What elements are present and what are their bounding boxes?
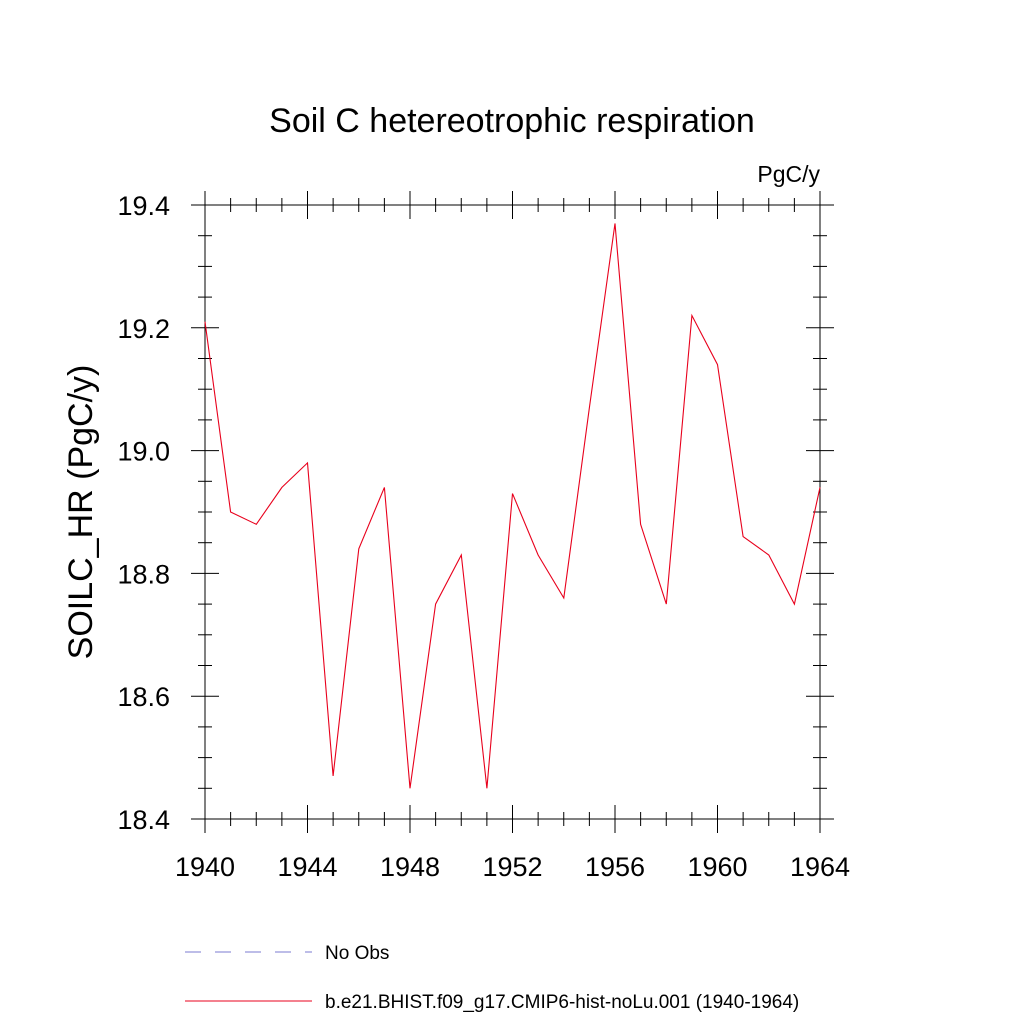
series-line-0	[204, 223, 821, 789]
axis-ticks	[191, 191, 834, 833]
x-tick-label-1948: 1948	[380, 852, 440, 882]
legend-label-model: b.e21.BHIST.f09_g17.CMIP6-hist-noLu.001 …	[325, 992, 799, 1013]
units-label: PgC/y	[757, 161, 820, 187]
x-tick-label-1956: 1956	[585, 852, 645, 882]
series-layer	[204, 223, 821, 789]
plot-frame	[204, 204, 821, 820]
x-tick-label-1964: 1964	[790, 852, 850, 882]
legend-label-no-obs: No Obs	[325, 943, 389, 964]
x-tick-label-1952: 1952	[482, 852, 542, 882]
chart-title: Soil C hetereotrophic respiration	[269, 102, 755, 140]
axis-tick-labels: 1940 1944 1948 1952 1956 1960 1964 18.4 18.6 18.8…	[117, 191, 850, 882]
y-tick-label-5: 19.4	[117, 191, 170, 221]
y-tick-label-3: 19.0	[117, 437, 170, 467]
y-tick-label-1: 18.6	[117, 682, 170, 712]
y-tick-label-0: 18.4	[117, 805, 170, 835]
y-tick-label-2: 18.8	[117, 559, 170, 589]
x-tick-label-1960: 1960	[687, 852, 747, 882]
legend: No Obs b.e21.BHIST.f09_g17.CMIP6-hist-no…	[185, 943, 799, 1013]
y-tick-label-4: 19.2	[117, 314, 170, 344]
y-axis-label: SOILC_HR (PgC/y)	[62, 365, 100, 660]
x-tick-label-1944: 1944	[277, 852, 337, 882]
x-tick-label-1940: 1940	[175, 852, 235, 882]
